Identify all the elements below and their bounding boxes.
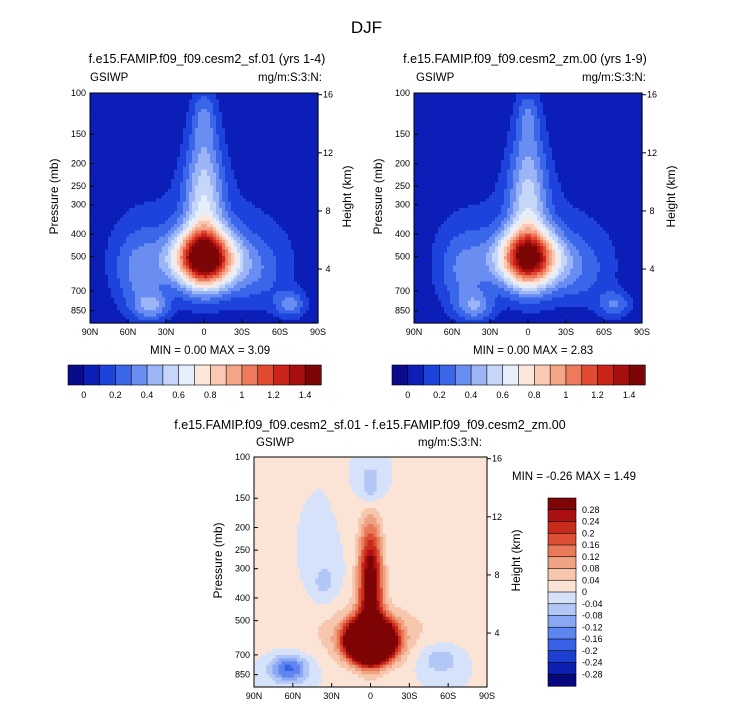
- panel1-contour-plot: 90N 60N 30N 0 30S 60S 90S100150200250300400500…: [0, 0, 733, 712]
